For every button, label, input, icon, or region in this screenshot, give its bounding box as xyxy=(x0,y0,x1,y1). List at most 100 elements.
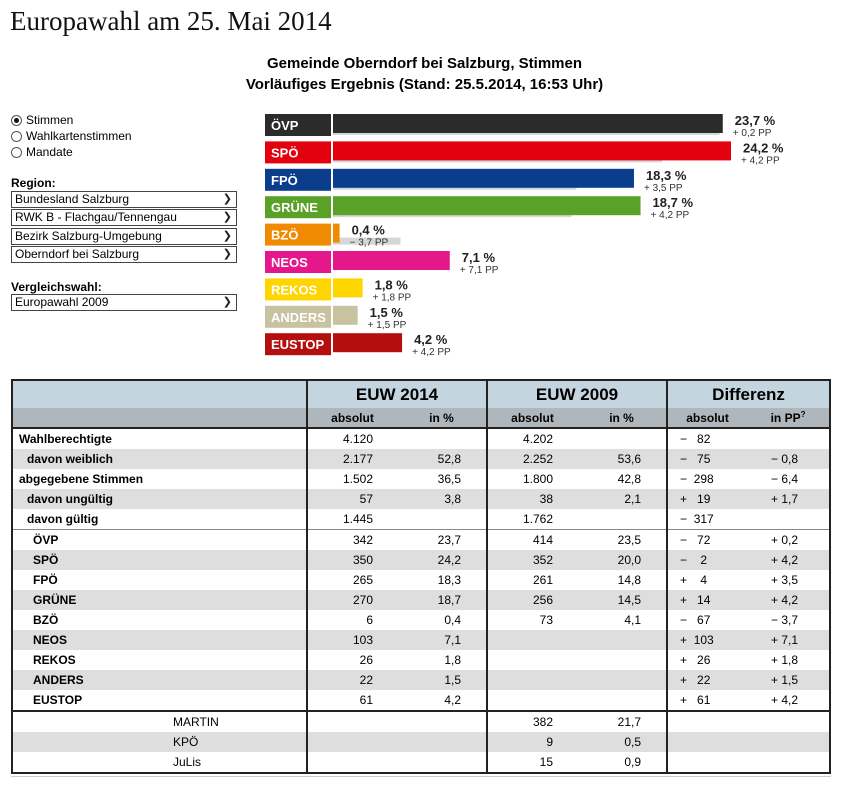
region-select-wahlkreis[interactable]: RWK B - Flachgau/Tennengau ❯ xyxy=(11,209,237,226)
region-select-gemeinde[interactable]: Oberndorf bei Salzburg ❯ xyxy=(11,246,237,263)
row-label: abgegebene Stimmen xyxy=(19,472,144,486)
cell-a09 xyxy=(486,670,578,690)
table-bottom-rule xyxy=(11,776,831,785)
cell-da: + 26 xyxy=(666,650,748,670)
row-label: Wahlberechtigte xyxy=(13,427,307,449)
table-row: EUSTOP 61 4,2 + 61 + 4,2 xyxy=(13,690,829,711)
cell-a09: 414 xyxy=(486,529,578,550)
cell-p09: 42,8 xyxy=(617,472,642,486)
value-label: 7,1 % xyxy=(462,250,496,265)
select-value: RWK B - Flachgau/Tennengau xyxy=(15,210,177,224)
table-row: BZÖ 6 0,4 73 4,1 − 67 − 3,7 xyxy=(13,610,829,630)
party-label-box xyxy=(265,278,331,301)
radio-label: Stimmen xyxy=(26,113,74,127)
results-table-body: Wahlberechtigte 4.120 4.202− 82 davon weibl… xyxy=(13,427,830,772)
col-header-pp: in PP? xyxy=(747,408,830,428)
party-label-box xyxy=(265,141,331,164)
table-row: NEOS 103 7,1 + 103 + 7,1 xyxy=(13,630,830,650)
cell-a14: 61 xyxy=(306,690,397,711)
cell-dp: + 7,1 xyxy=(747,630,830,650)
region-select-bezirk[interactable]: Bezirk Salzburg-Umgebung ❯ xyxy=(11,228,237,245)
cell-p14 xyxy=(397,427,488,449)
radio-option-mandate[interactable]: Mandate xyxy=(11,144,132,160)
cell-p09 xyxy=(577,670,668,690)
cell-a14: 1.502 xyxy=(306,469,397,489)
party-label-box xyxy=(265,305,331,328)
chart-subtitle-status: Vorläufiges Ergebnis (Stand: 25.5.2014, … xyxy=(245,76,604,93)
party-label-box xyxy=(265,196,331,219)
cell-p09: 4,1 xyxy=(624,613,642,627)
cell-p14: 1,5 xyxy=(397,670,488,690)
cell-p09: 0,9 xyxy=(624,755,642,769)
cell-a09: 4.202 xyxy=(486,427,578,449)
row-label: ANDERS xyxy=(13,670,307,690)
radio-button-checked[interactable] xyxy=(11,114,22,126)
row-label: davon ungültig xyxy=(13,489,307,509)
radio-option-wahlkartenstimmen[interactable]: Wahlkartenstimmen xyxy=(11,128,132,144)
table-row: GRÜNE 270 18,7 256 14,5 + 14 + 4,2 xyxy=(13,590,830,610)
region-select-bundesland[interactable]: Bundesland Salzburg ❯ xyxy=(11,191,237,208)
value-label: 1,5 % xyxy=(370,305,404,320)
cell-dp xyxy=(747,509,829,530)
table-row: davon weiblich 2.177 52,8 2.252 53,6− 75− 0,… xyxy=(13,449,830,469)
party-label: FPÖ xyxy=(271,173,298,188)
view-mode-radio-group: Stimmen Wahlkartenstimmen Mandate xyxy=(11,112,132,160)
cell-dp xyxy=(747,710,830,732)
bar-2014 xyxy=(333,333,403,353)
party-label: REKOS xyxy=(271,282,318,297)
col-header-prozent: in % xyxy=(577,408,668,428)
cell-p09 xyxy=(577,427,668,449)
cell-da: + 103 xyxy=(666,630,748,650)
value-label: 0,4 % xyxy=(352,223,386,238)
bar-2014 xyxy=(333,196,641,216)
cell-dp: + 4,2 xyxy=(747,550,830,570)
cell-p09: 2,1 xyxy=(577,489,668,509)
radio-button[interactable] xyxy=(11,146,22,158)
cell-a09: 73 xyxy=(486,610,578,630)
row-label: SPÖ xyxy=(13,550,307,570)
radio-button[interactable] xyxy=(11,130,22,142)
cell-p09 xyxy=(577,630,668,650)
chevron-down-icon: ❯ xyxy=(222,211,232,223)
comparison-select[interactable]: Europawahl 2009 ❯ xyxy=(11,294,237,311)
cell-a09: 15 xyxy=(486,752,578,772)
cell-da xyxy=(666,752,748,772)
radio-option-stimmen[interactable]: Stimmen xyxy=(11,112,132,128)
cell-p14: 23,7 xyxy=(397,529,488,550)
cell-a09 xyxy=(486,630,578,650)
cell-p09 xyxy=(577,650,667,670)
table-row: REKOS 26 1,8 + 26 + 1,8 xyxy=(13,650,829,670)
cell-dp: + 0,2 xyxy=(747,529,830,550)
party-label: NEOS xyxy=(271,255,308,270)
bar-2014 xyxy=(333,168,634,188)
cell-a09: 352 xyxy=(486,550,578,570)
cell-p09: 14,8 xyxy=(617,573,642,587)
cell-dp: + 1,5 xyxy=(747,670,830,690)
cell-p14 xyxy=(397,509,487,530)
table-row: davon ungültig 57 3,8 38 2,1 + 19 + 1,7 xyxy=(13,489,830,509)
cell-a09 xyxy=(486,650,578,670)
cell-dp xyxy=(747,732,830,752)
diff-label: + 7,1 PP xyxy=(460,265,499,276)
table-row: ANDERS 22 1,5 + 22 + 1,5 xyxy=(13,670,830,690)
diff-label: + 4,2 PP xyxy=(651,210,690,221)
cell-da: + 4 xyxy=(666,570,748,590)
cell-dp: + 4,2 xyxy=(771,693,799,707)
cell-da: − 72 xyxy=(666,529,748,550)
row-label: ÖVP xyxy=(13,529,307,550)
col-group-euw2009: EUW 2009 xyxy=(486,381,668,408)
cell-a14: 22 xyxy=(306,670,397,690)
row-label: GRÜNE xyxy=(13,590,307,610)
cell-dp xyxy=(747,752,829,772)
cell-p14: 24,2 xyxy=(397,550,488,570)
cell-a09: 38 xyxy=(486,489,578,509)
cell-p14: 18,7 xyxy=(397,590,488,610)
cell-dp xyxy=(747,427,830,449)
party-label-box xyxy=(265,114,331,136)
row-label: JuLis xyxy=(173,755,202,769)
chevron-down-icon: ❯ xyxy=(222,248,232,260)
bar-2014 xyxy=(333,114,723,133)
cell-p14: 4,2 xyxy=(444,693,462,707)
cell-p09: 53,6 xyxy=(577,449,668,469)
